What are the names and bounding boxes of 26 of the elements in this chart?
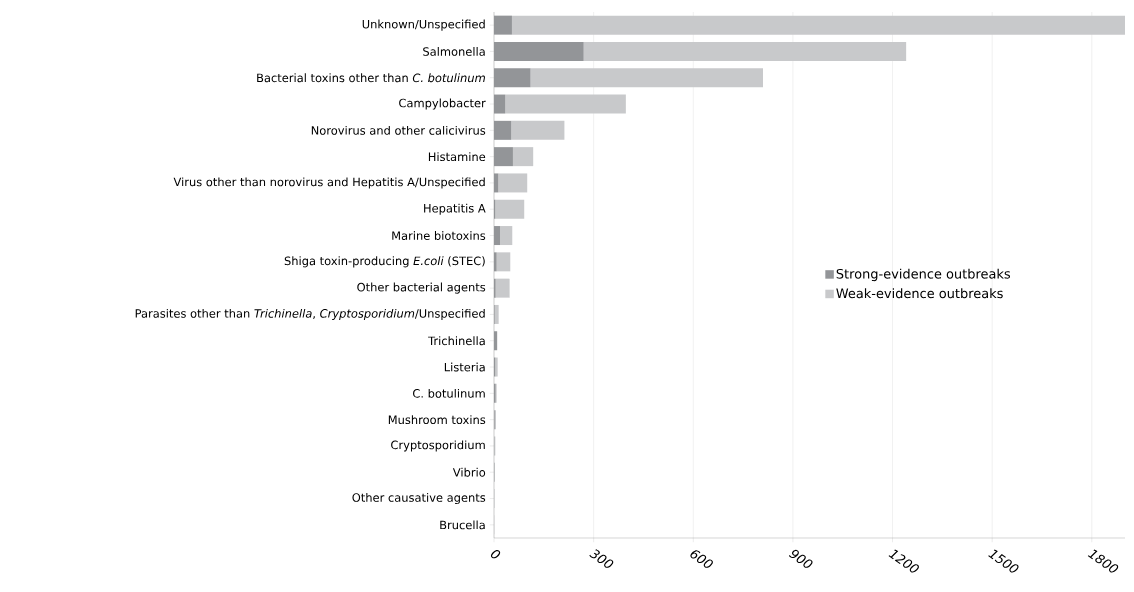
x-tick-label: 300: [589, 549, 614, 568]
y-tick-label: Campylobacter: [399, 98, 486, 110]
legend-label: Weak-evidence outbreaks: [836, 288, 1003, 299]
legend-label: Strong-evidence outbreaks: [836, 268, 1011, 282]
y-tick-label: Histamine: [428, 152, 486, 162]
y-tick-label: Parasites other than Trichinella, Cryptosporidium/Unspecified: [135, 308, 485, 320]
y-tick-label: Vibrio: [452, 467, 486, 477]
x-tick-label: 0: [490, 550, 501, 559]
y-tick-label: Unknown/Unspecified: [362, 19, 485, 31]
y-tick-label: Salmonella: [423, 47, 485, 56]
y-tick-label: Other causative agents: [352, 493, 486, 505]
y-tick-label: Listeria: [444, 362, 485, 372]
y-tick-label: Shiga toxin-producing E.coli (STEC): [284, 256, 485, 268]
y-tick-label: Other bacterial agents: [357, 282, 486, 294]
y-tick-label: Virus other than norovirus and Hepatitis A/Unspecified: [173, 177, 485, 189]
x-tick-label: 600: [690, 550, 713, 568]
x-tick-label: 900: [788, 549, 813, 568]
y-tick-label: Mushroom toxins: [388, 415, 486, 425]
y-tick-label: Marine biotoxins: [392, 231, 486, 240]
y-tick-label: Cryptosporidium: [391, 440, 485, 452]
y-tick-label: Brucella: [440, 520, 485, 530]
y-tick-label: Hepatitis A: [424, 203, 486, 215]
y-tick-label: Bacterial toxins other than C. botulinum: [257, 73, 485, 83]
y-tick-label: Trichinella: [428, 336, 485, 346]
y-tick-label: C. botulinum: [413, 388, 485, 398]
y-tick-label: Norovirus and other calicivirus: [311, 125, 486, 135]
